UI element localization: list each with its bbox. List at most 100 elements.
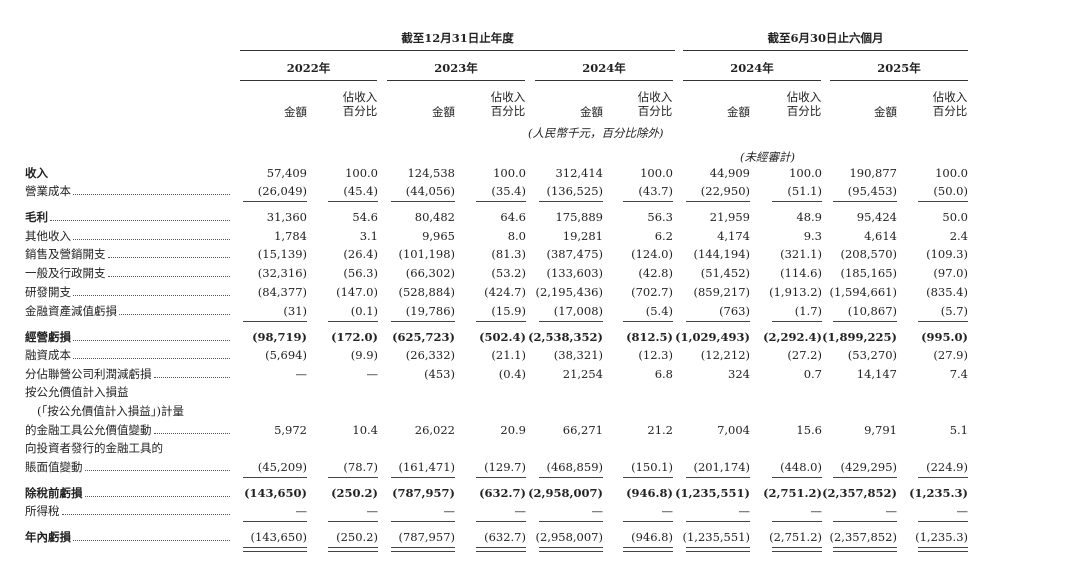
year-header: 2024年 [730, 61, 774, 75]
underline [328, 321, 378, 322]
cell: 312,414 [555, 166, 603, 180]
cell: — [956, 504, 969, 518]
cell: 21,959 [709, 210, 750, 224]
cell: 21.2 [647, 423, 673, 437]
underline [623, 477, 673, 478]
cell: 5.1 [949, 423, 968, 437]
cell: (133,603) [546, 266, 603, 280]
underline [918, 521, 968, 522]
leader-dots [73, 330, 230, 341]
row-label: 年內虧損 [25, 530, 230, 544]
row-label-text: 按公允價值計入損益 [25, 385, 129, 399]
cell: (42.8) [638, 266, 673, 280]
group-header: 截至6月30日止六個月 [767, 31, 884, 45]
cell: (946.8) [626, 486, 673, 500]
cell: 19,281 [562, 229, 603, 243]
underline [772, 521, 822, 522]
cell: (53.2) [491, 266, 526, 280]
group-rule [683, 50, 968, 51]
pct-header: 佔收入百分比 [342, 90, 378, 118]
row-label: 收入 [25, 166, 230, 180]
underline [391, 201, 455, 202]
row-label: 金融資產減值虧損 [25, 304, 230, 318]
cell: (101,198) [398, 247, 455, 261]
underline [328, 547, 378, 548]
underline [623, 551, 673, 552]
underline [686, 521, 750, 522]
underline [833, 321, 897, 322]
cell: 15.6 [796, 423, 822, 437]
cell: (185,165) [840, 266, 897, 280]
cell: (129.7) [484, 460, 526, 474]
underline [391, 521, 455, 522]
underline [328, 551, 378, 552]
cell: (31) [283, 304, 307, 318]
cell: (27.9) [933, 348, 968, 362]
cell: (143,650) [250, 530, 307, 544]
cell: (45,209) [257, 460, 307, 474]
underline [243, 547, 307, 548]
cell: (1,029,493) [675, 330, 750, 344]
cell: 9,965 [422, 229, 455, 243]
underline [391, 547, 455, 548]
underline [623, 321, 673, 322]
cell: (0.1) [350, 304, 378, 318]
underline [328, 201, 378, 202]
underline [623, 201, 673, 202]
row-label-text: 一般及行政開支 [25, 266, 106, 280]
cell: (632.7) [479, 486, 526, 500]
row-label: 向投資者發行的金融工具的 [25, 441, 230, 455]
cell: 175,889 [555, 210, 603, 224]
leader-dots [61, 504, 230, 515]
row-label: 除稅前虧損 [25, 486, 230, 500]
underline [918, 551, 968, 552]
cell: 48.9 [796, 210, 822, 224]
underline [918, 477, 968, 478]
cell: (387,475) [546, 247, 603, 261]
underline [328, 477, 378, 478]
group-header: 截至12月31日止年度 [401, 31, 514, 45]
cell: (625,723) [392, 330, 455, 344]
pct-header: 佔收入百分比 [932, 90, 968, 118]
cell: — [591, 504, 604, 518]
cell: 100.0 [493, 166, 526, 180]
cell: 5,972 [274, 423, 307, 437]
cell: (224.9) [926, 460, 968, 474]
cell: (2,958,007) [528, 486, 603, 500]
leader-dots [84, 460, 230, 471]
pct-header: 佔收入百分比 [490, 90, 526, 118]
underline [243, 321, 307, 322]
underline [539, 321, 603, 322]
cell: (1,235,551) [675, 486, 750, 500]
cell: (1,913.2) [769, 285, 822, 299]
cell: (1,594,661) [829, 285, 897, 299]
cell: — [738, 504, 751, 518]
cell: 50.0 [942, 210, 968, 224]
cell: (448.0) [780, 460, 822, 474]
cell: (250.2) [336, 530, 378, 544]
year-rule [387, 80, 525, 81]
cell: 1,784 [274, 229, 307, 243]
cell: (1,235.3) [915, 530, 968, 544]
cell: (26,332) [405, 348, 455, 362]
cell: (702.7) [631, 285, 673, 299]
year-header: 2025年 [877, 61, 921, 75]
cell: (2,958,007) [535, 530, 603, 544]
cell: (787,957) [392, 486, 455, 500]
row-label: (「按公允價值計入損益」)計量 [25, 404, 230, 418]
leader-dots [73, 348, 230, 359]
cell: 100.0 [789, 166, 822, 180]
cell: (5,694) [265, 348, 307, 362]
cell: (66,302) [405, 266, 455, 280]
cell: (10,867) [847, 304, 897, 318]
cell: (429,295) [840, 460, 897, 474]
underline [772, 321, 822, 322]
cell: (2,538,352) [528, 330, 603, 344]
cell: (51,452) [700, 266, 750, 280]
cell: (2,751.2) [763, 486, 822, 500]
cell: (15.9) [491, 304, 526, 318]
underline [539, 547, 603, 548]
cell: (763) [719, 304, 750, 318]
cell: (81.3) [491, 247, 526, 261]
